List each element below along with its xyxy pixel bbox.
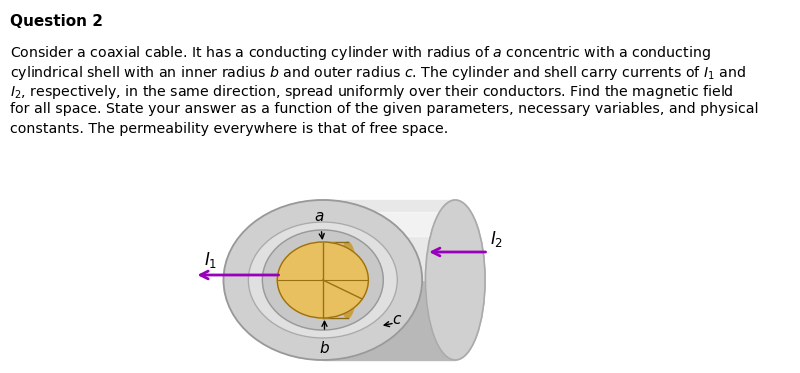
Ellipse shape [426,200,485,360]
Text: $a$: $a$ [314,209,324,224]
Text: $c$: $c$ [392,313,402,327]
Text: $I_1$: $I_1$ [205,250,218,270]
Text: $I_2$, respectively, in the same direction, spread uniformly over their conducto: $I_2$, respectively, in the same directi… [10,83,734,101]
Text: cylindrical shell with an inner radius $b$ and outer radius $c$. The cylinder an: cylindrical shell with an inner radius $… [10,63,746,81]
Ellipse shape [248,222,398,338]
Ellipse shape [223,200,422,360]
Ellipse shape [338,242,357,318]
Ellipse shape [278,242,368,318]
Text: Question 2: Question 2 [10,14,103,29]
Text: Consider a coaxial cable. It has a conducting cylinder with radius of $a$ concen: Consider a coaxial cable. It has a condu… [10,44,710,62]
Text: constants. The permeability everywhere is that of free space.: constants. The permeability everywhere i… [10,122,448,136]
Polygon shape [323,212,455,236]
Ellipse shape [262,230,383,330]
Text: $I_2$: $I_2$ [490,229,503,249]
Polygon shape [323,280,455,360]
Text: $b$: $b$ [319,340,330,356]
Ellipse shape [278,242,368,318]
Polygon shape [323,200,455,280]
Text: for all space. State your answer as a function of the given parameters, necessar: for all space. State your answer as a fu… [10,103,758,116]
Ellipse shape [426,200,485,360]
